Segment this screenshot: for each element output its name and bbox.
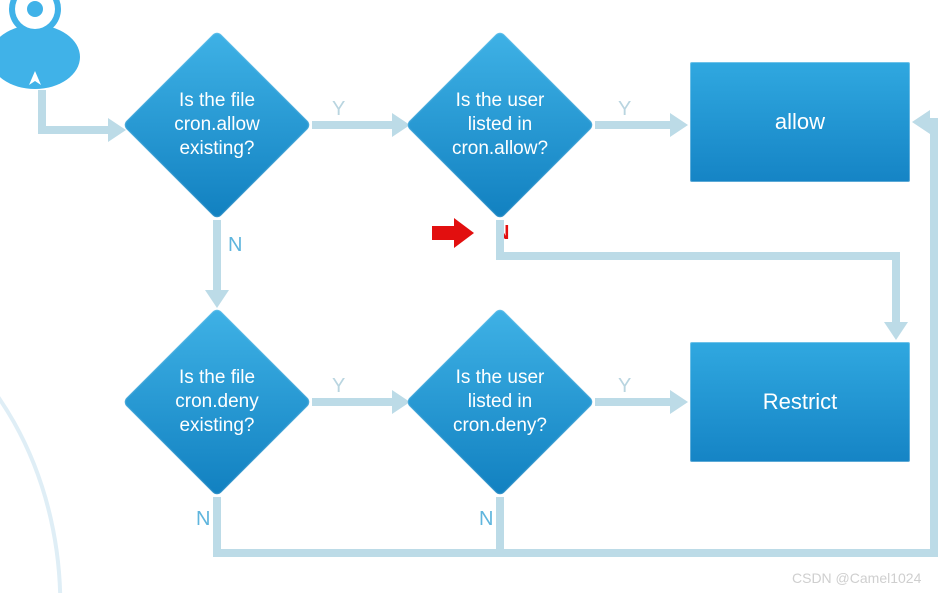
edge-nn-up: [930, 118, 938, 557]
decision-label: Is the file cron.deny existing?: [122, 307, 312, 497]
edge-label-d4y: Y: [618, 375, 631, 398]
watermark-text: CSDN @Camel1024: [792, 570, 921, 586]
decorative-arc: [0, 300, 140, 593]
edge-d2n-v: [496, 220, 504, 252]
terminal-restrict: Restrict: [690, 342, 910, 462]
edge-d2n-head: [884, 322, 908, 340]
edge-nn-bus: [213, 549, 930, 557]
edge-label-d1n: N: [228, 234, 242, 257]
edge-label-d3y: Y: [332, 375, 345, 398]
edge-d3n-v: [213, 497, 221, 549]
edge-d2n-v2: [892, 252, 900, 322]
decision-user-in-deny: Is the user listed in cron.deny?: [405, 307, 595, 497]
edge-d4n-v: [496, 497, 504, 549]
decision-user-in-allow: Is the user listed in cron.allow?: [405, 30, 595, 220]
edge-label-d4n: N: [479, 508, 493, 531]
mascot-icon: [0, 0, 95, 95]
edge-start-h: [38, 126, 108, 134]
edge-d1n-d3: [213, 220, 221, 290]
edge-d4y-rr: [595, 398, 670, 406]
terminal-allow: allow: [690, 62, 910, 182]
edge-d2n-h: [496, 252, 900, 260]
decision-label: Is the user listed in cron.allow?: [405, 30, 595, 220]
decision-cron-deny-exists: Is the file cron.deny existing?: [122, 307, 312, 497]
decision-cron-allow-exists: Is the file cron.allow existing?: [122, 30, 312, 220]
decision-label: Is the file cron.allow existing?: [122, 30, 312, 220]
decision-label: Is the user listed in cron.deny?: [405, 307, 595, 497]
edge-d4y-rr-head: [670, 390, 688, 414]
edge-d3y-d4: [312, 398, 392, 406]
edge-d2y-ra-head: [670, 113, 688, 137]
edge-d1y-d2: [312, 121, 392, 129]
flowchart-canvas: Y Y N N Y Y N N Is the file cron.allow e…: [0, 0, 947, 593]
edge-label-d2y: Y: [618, 98, 631, 121]
edge-label-d3n: N: [196, 508, 210, 531]
terminal-label: Restrict: [763, 389, 838, 415]
terminal-label: allow: [775, 109, 825, 135]
highlight-arrow-icon: [430, 216, 476, 250]
edge-nn-head: [912, 110, 930, 134]
edge-d1n-d3-head: [205, 290, 229, 308]
edge-d2y-ra: [595, 121, 670, 129]
edge-label-d1y: Y: [332, 98, 345, 121]
